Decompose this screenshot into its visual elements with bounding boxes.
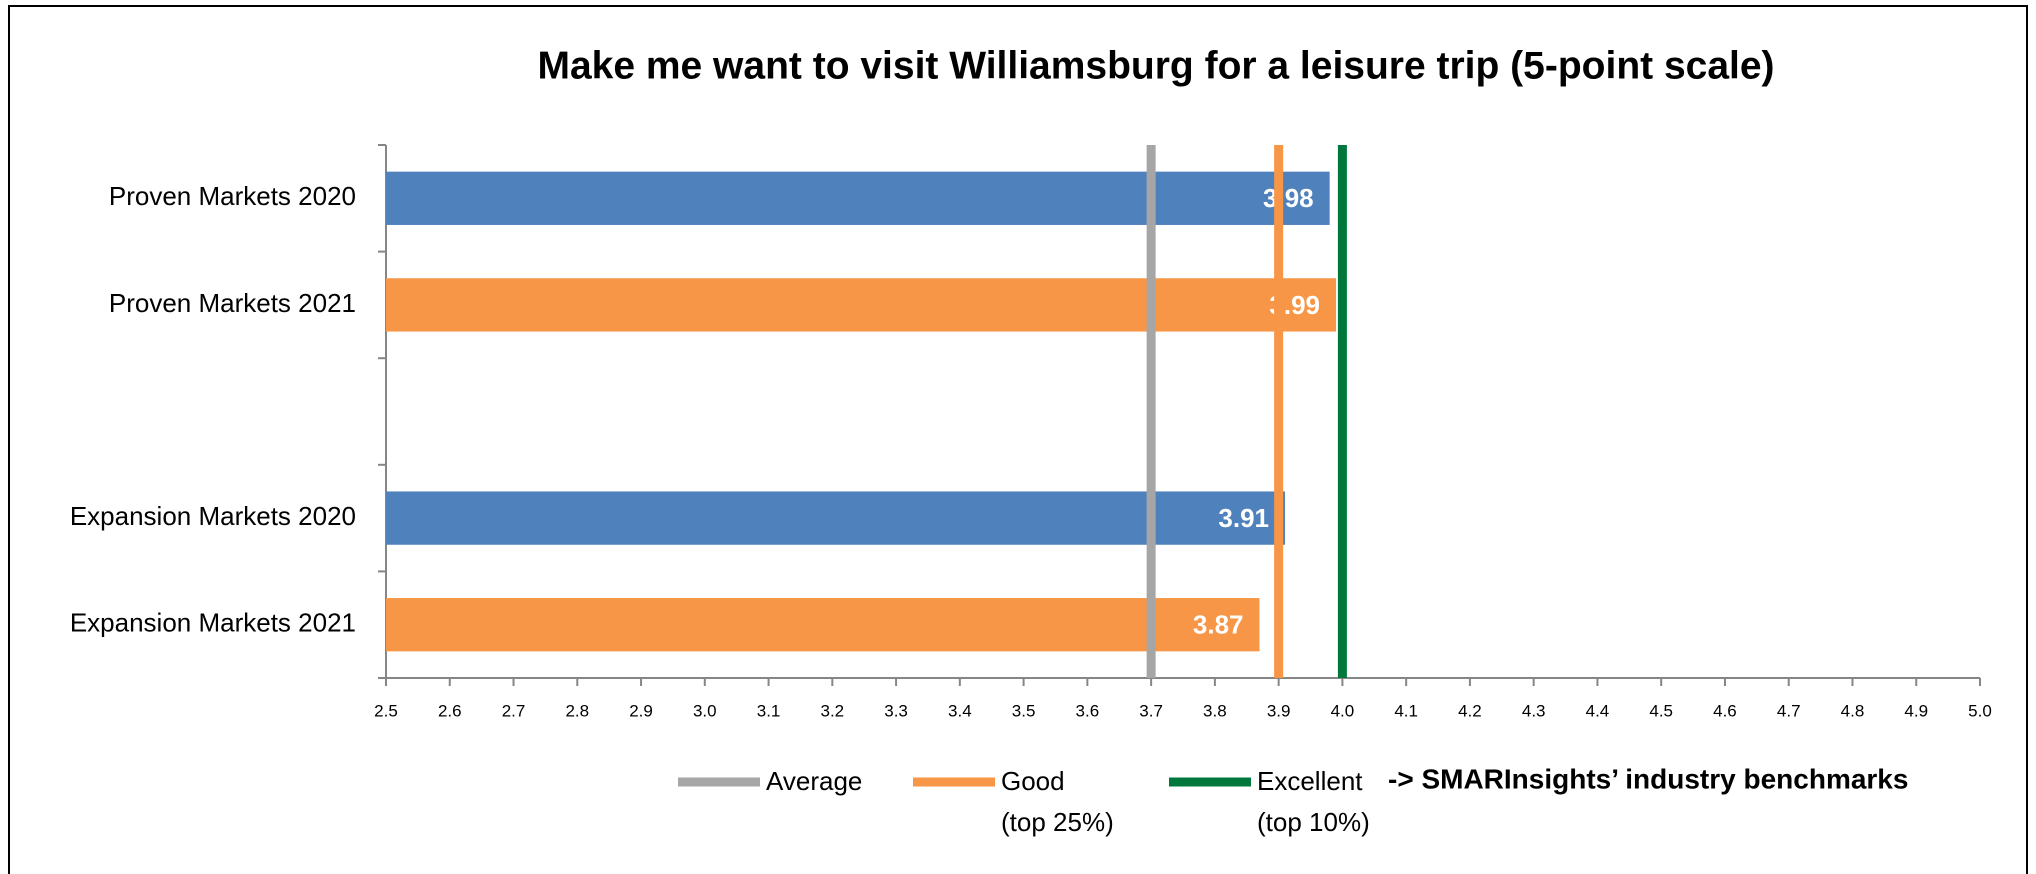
- x-tick-label: 4.1: [1394, 701, 1418, 720]
- x-tick-label: 4.8: [1841, 701, 1865, 720]
- x-tick-label: 2.6: [438, 701, 462, 720]
- x-tick-label: 3.9: [1267, 701, 1291, 720]
- x-tick-label: 4.0: [1331, 701, 1355, 720]
- x-tick-label: 4.2: [1458, 701, 1482, 720]
- x-tick-label: 2.5: [374, 701, 398, 720]
- x-tick-label: 3.8: [1203, 701, 1227, 720]
- x-tick-label: 3.6: [1076, 701, 1100, 720]
- frame: [8, 5, 2028, 874]
- x-tick-label: 3.1: [757, 701, 781, 720]
- chart-title: Make me want to visit Williamsburg for a…: [537, 44, 1774, 87]
- bar: [386, 278, 1337, 332]
- x-tick-label: 3.7: [1139, 701, 1163, 720]
- x-tick-label: 3.5: [1012, 701, 1036, 720]
- bar: [386, 598, 1260, 652]
- value-label: 3.87: [1193, 610, 1244, 640]
- legend-label: Excellent: [1257, 766, 1363, 796]
- x-tick-label: 2.8: [565, 701, 589, 720]
- x-tick-label: 4.6: [1713, 701, 1737, 720]
- legend-label: Average: [766, 766, 862, 796]
- x-tick-label: 4.4: [1586, 701, 1610, 720]
- bar: [386, 171, 1330, 225]
- x-tick-label: 4.7: [1777, 701, 1801, 720]
- bar: [386, 491, 1286, 545]
- y-tick-label: Expansion Markets 2020: [70, 501, 356, 531]
- x-tick-label: 2.9: [629, 701, 653, 720]
- value-label: 3.91: [1218, 503, 1269, 533]
- y-tick-label: Proven Markets 2020: [109, 181, 356, 211]
- y-tick-label: Expansion Markets 2021: [70, 608, 356, 638]
- value-label: 3.98: [1263, 183, 1314, 213]
- legend-note: (top 25%): [1001, 807, 1114, 837]
- x-tick-label: 3.3: [884, 701, 908, 720]
- x-tick-label: 3.2: [820, 701, 844, 720]
- x-tick-label: 2.7: [502, 701, 526, 720]
- x-tick-label: 5.0: [1968, 701, 1992, 720]
- x-tick-label: 3.4: [948, 701, 972, 720]
- x-tick-label: 4.5: [1649, 701, 1673, 720]
- x-tick-label: 3.0: [693, 701, 717, 720]
- y-tick-label: Proven Markets 2021: [109, 288, 356, 318]
- annotation: -> SMARInsights’ industry benchmarks: [1388, 763, 1908, 794]
- legend-label: Good: [1001, 766, 1065, 796]
- legend-note: (top 10%): [1257, 807, 1370, 837]
- x-tick-label: 4.3: [1522, 701, 1546, 720]
- x-tick-label: 4.9: [1904, 701, 1928, 720]
